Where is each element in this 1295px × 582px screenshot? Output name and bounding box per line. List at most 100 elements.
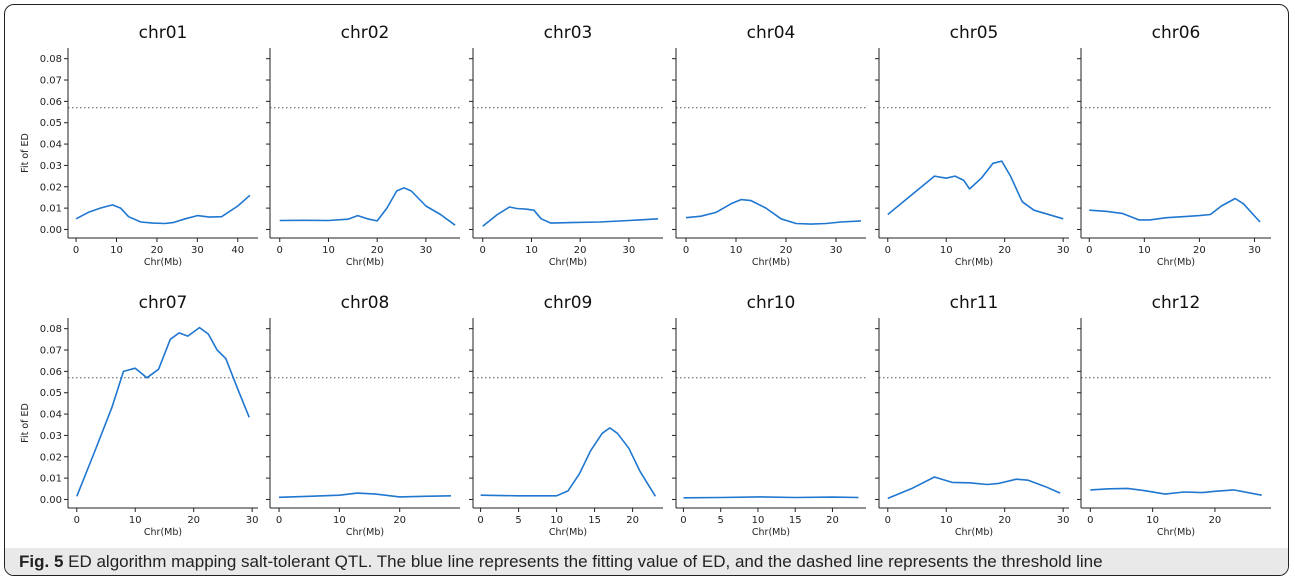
x-tick-label: 15 xyxy=(789,515,802,526)
x-tick-label: 40 xyxy=(231,245,244,256)
series-line-fit-of-ed xyxy=(887,160,1064,220)
x-tick-label: 10 xyxy=(322,245,335,256)
x-tick-label: 20 xyxy=(151,245,164,256)
x-axis-label: Chr(Mb) xyxy=(1157,257,1195,268)
subplot-chr11: chr11 0 10 20 30 Chr(Mb) xyxy=(875,293,1070,538)
x-tick-label: 20 xyxy=(826,515,839,526)
x-tick-label: 10 xyxy=(333,515,346,526)
subplot-title: chr11 xyxy=(950,293,999,313)
y-tick-label: 0.03 xyxy=(40,161,62,172)
series-line-fit-of-ed xyxy=(683,496,859,499)
x-tick-label: 20 xyxy=(998,245,1011,256)
subplot-title: chr12 xyxy=(1152,293,1201,313)
x-tick-label: 5 xyxy=(718,515,724,526)
subplot-title: chr02 xyxy=(341,23,390,43)
x-axis-label: Chr(Mb) xyxy=(549,527,587,538)
x-tick-label: 20 xyxy=(1209,515,1222,526)
x-tick-label: 10 xyxy=(550,515,563,526)
subplot-chr01: chr01 0.00 0.01 0.02 0.03 0.04 0.05 0.06 0.07 0.0… xyxy=(20,23,258,268)
x-axis-label: Chr(Mb) xyxy=(955,257,993,268)
caption-label: Fig. 5 xyxy=(19,552,64,571)
x-tick-label: 0 xyxy=(477,515,483,526)
subplot-title: chr10 xyxy=(747,293,796,313)
series-line-fit-of-ed xyxy=(685,198,862,225)
x-tick-label: 0 xyxy=(480,245,486,256)
y-tick-label: 0.07 xyxy=(40,346,62,357)
y-tick-label: 0.07 xyxy=(40,76,62,87)
x-tick-label: 10 xyxy=(110,245,123,256)
x-tick-label: 20 xyxy=(393,515,406,526)
subplot-title: chr09 xyxy=(544,293,593,313)
x-axis-label: Chr(Mb) xyxy=(346,527,384,538)
x-axis-label: Chr(Mb) xyxy=(752,257,790,268)
x-tick-label: 5 xyxy=(515,515,521,526)
y-tick-label: 0.03 xyxy=(40,431,62,442)
figure-frame xyxy=(4,4,1289,576)
x-tick-label: 10 xyxy=(1138,245,1151,256)
y-tick-label: 0.05 xyxy=(40,118,62,129)
x-tick-label: 10 xyxy=(1146,515,1159,526)
x-tick-label: 0 xyxy=(277,245,283,256)
x-tick-label: 30 xyxy=(830,245,843,256)
x-tick-label: 30 xyxy=(1057,245,1070,256)
x-axis-label: Chr(Mb) xyxy=(346,257,384,268)
series-line-fit-of-ed xyxy=(1089,197,1261,223)
x-axis-label: Chr(Mb) xyxy=(144,257,182,268)
x-tick-label: 0 xyxy=(1087,515,1093,526)
x-tick-label: 0 xyxy=(74,515,80,526)
y-tick-label: 0.04 xyxy=(40,140,62,151)
series-line-fit-of-ed xyxy=(480,427,657,497)
subplot-chr09: chr09 0 5 10 15 20 Chr(Mb) xyxy=(469,293,663,538)
series-line-fit-of-ed xyxy=(76,326,250,497)
x-tick-label: 30 xyxy=(246,515,259,526)
series-line-fit-of-ed xyxy=(887,476,1061,500)
x-tick-label: 0 xyxy=(885,515,891,526)
subplot-title: chr04 xyxy=(747,23,796,43)
x-tick-label: 30 xyxy=(1248,245,1261,256)
subplot-chr10: chr10 0 5 10 15 20 Chr(Mb) xyxy=(672,293,866,538)
x-axis-label: Chr(Mb) xyxy=(549,257,587,268)
x-tick-label: 30 xyxy=(420,245,433,256)
y-tick-label: 0.00 xyxy=(40,495,62,506)
y-tick-label: 0.08 xyxy=(40,54,62,65)
y-tick-label: 0.04 xyxy=(40,410,62,421)
x-tick-label: 20 xyxy=(780,245,793,256)
x-tick-label: 20 xyxy=(1193,245,1206,256)
x-tick-label: 20 xyxy=(371,245,384,256)
x-axis-label: Chr(Mb) xyxy=(1157,527,1195,538)
subplot-chr03: chr03 0 10 20 30 Chr(Mb) xyxy=(469,23,663,268)
subplot-title: chr06 xyxy=(1152,23,1201,43)
caption-text: ED algorithm mapping salt-tolerant QTL. … xyxy=(68,552,1103,571)
x-tick-label: 15 xyxy=(588,515,601,526)
subplot-chr04: chr04 0 10 20 30 Chr(Mb) xyxy=(672,23,866,268)
series-line-fit-of-ed xyxy=(279,187,456,226)
subplot-chr05: chr05 0 10 20 30 Chr(Mb) xyxy=(875,23,1070,268)
y-tick-label: 0.02 xyxy=(40,452,62,463)
y-tick-label: 0.02 xyxy=(40,182,62,193)
x-tick-label: 10 xyxy=(525,245,538,256)
x-tick-label: 20 xyxy=(998,515,1011,526)
x-tick-label: 0 xyxy=(683,245,689,256)
x-tick-label: 0 xyxy=(680,515,686,526)
subplot-chr06: chr06 0 10 20 30 Chr(Mb) xyxy=(1077,23,1271,268)
x-axis-label: Chr(Mb) xyxy=(752,527,790,538)
x-axis-label: Chr(Mb) xyxy=(144,527,182,538)
subplot-chr07: chr07 0.00 0.01 0.02 0.03 0.04 0.05 0.06 0.07 0.0… xyxy=(20,293,259,538)
y-tick-label: 0.06 xyxy=(40,367,62,378)
subplot-title: chr05 xyxy=(950,23,999,43)
x-tick-label: 10 xyxy=(752,515,765,526)
figure-panels: chr01 0.00 0.01 0.02 0.03 0.04 0.05 0.06 0.07 0.0… xyxy=(20,23,1271,538)
y-tick-label: 0.01 xyxy=(40,204,62,215)
subplot-title: chr08 xyxy=(341,293,390,313)
x-tick-label: 20 xyxy=(187,515,200,526)
x-tick-label: 0 xyxy=(276,515,282,526)
y-tick-label: 0.08 xyxy=(40,324,62,335)
subplot-chr08: chr08 0 10 20 Chr(Mb) xyxy=(266,293,460,538)
subplot-title: chr03 xyxy=(544,23,593,43)
x-tick-label: 30 xyxy=(1057,515,1070,526)
y-tick-label: 0.00 xyxy=(40,225,62,236)
series-line-fit-of-ed xyxy=(278,492,452,499)
x-tick-label: 30 xyxy=(191,245,204,256)
y-tick-label: 0.06 xyxy=(40,97,62,108)
subplot-title: chr01 xyxy=(139,23,188,43)
